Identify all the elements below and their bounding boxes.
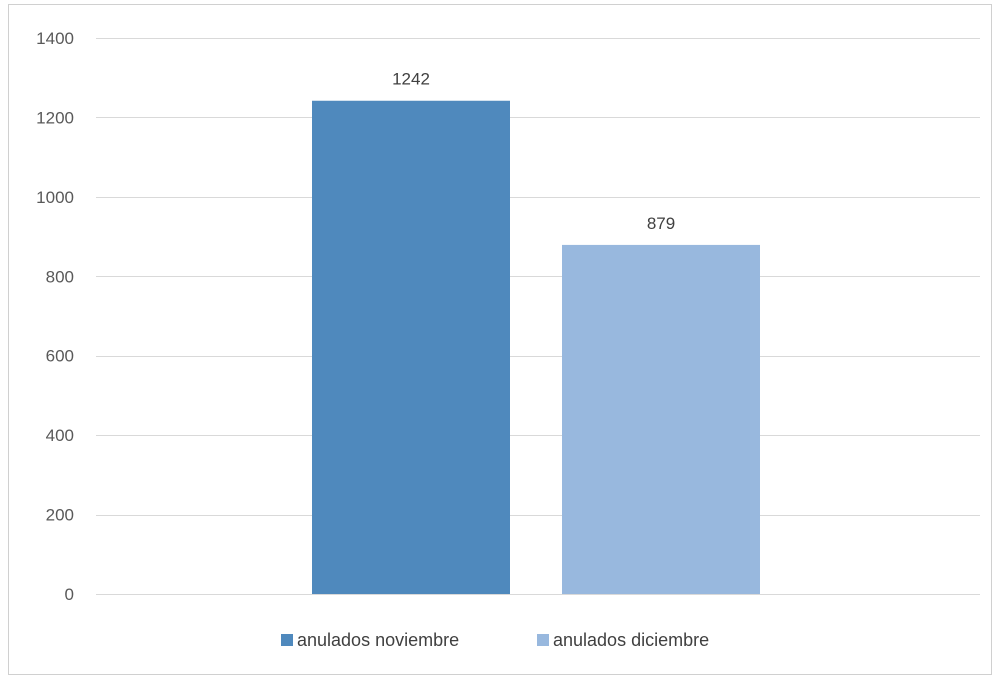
y-tick-label: 600	[46, 347, 74, 366]
bar-value-label: 1242	[392, 70, 430, 89]
bars	[312, 100, 760, 595]
legend-swatch	[537, 634, 549, 646]
legend-swatch	[281, 634, 293, 646]
y-tick-label: 0	[65, 585, 74, 604]
legend-label: anulados noviembre	[297, 630, 459, 650]
data-labels: 1242 879	[392, 70, 675, 233]
y-tick-label: 1400	[36, 29, 74, 48]
y-axis-tick-labels: 0 200 400 600 800 1000 1200 1400	[36, 29, 74, 604]
bar-series-1	[562, 244, 760, 594]
legend: anulados noviembre anulados diciembre	[281, 630, 709, 650]
y-tick-label: 1200	[36, 108, 74, 127]
y-tick-label: 800	[46, 267, 74, 286]
y-tick-label: 1000	[36, 188, 74, 207]
bar-series-0	[312, 100, 510, 595]
y-tick-label: 200	[46, 506, 74, 525]
gridlines	[96, 38, 980, 595]
y-tick-label: 400	[46, 426, 74, 445]
bar-value-label: 879	[647, 214, 675, 233]
legend-label: anulados diciembre	[553, 630, 709, 650]
